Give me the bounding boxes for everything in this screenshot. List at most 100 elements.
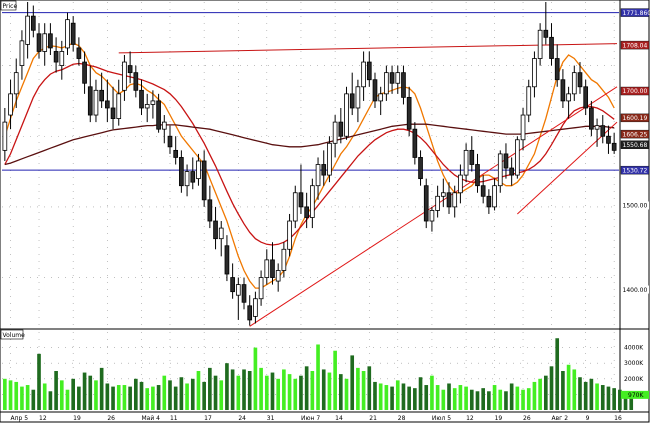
- candle-body: [537, 29, 543, 59]
- candle-body: [304, 206, 309, 218]
- candle: [532, 51, 537, 98]
- candle: [429, 206, 435, 232]
- volume-bar: [151, 386, 155, 410]
- candle-body: [48, 33, 53, 49]
- volume-bars: [3, 338, 634, 410]
- volume-axis-label: 2000K: [624, 376, 644, 383]
- volume-bar: [3, 378, 7, 410]
- candle: [440, 178, 446, 207]
- candle: [418, 150, 423, 186]
- time-tick-label: 16: [614, 415, 622, 422]
- candle-body: [42, 33, 48, 52]
- price-tag-label: 1500.00: [623, 203, 648, 210]
- candle: [87, 65, 93, 123]
- volume-bar: [190, 378, 195, 410]
- candle: [161, 115, 167, 144]
- candle: [70, 16, 76, 52]
- candle-body: [577, 72, 583, 88]
- candle: [554, 44, 560, 87]
- candle: [583, 79, 589, 116]
- candle-body: [122, 61, 127, 91]
- volume-bar: [65, 389, 70, 410]
- candle-body: [338, 121, 344, 137]
- candle: [355, 79, 361, 123]
- volume-bar: [54, 371, 58, 410]
- candle-body: [87, 86, 93, 116]
- candle-body: [218, 227, 224, 240]
- candle: [156, 93, 161, 133]
- candle-body: [440, 192, 446, 197]
- candle-body: [412, 128, 418, 158]
- moving-average-line: [4, 42, 615, 289]
- price-tag-bg: [620, 8, 650, 17]
- candle-body: [395, 72, 401, 84]
- volume-bar: [133, 378, 138, 410]
- volume-bar: [424, 385, 429, 410]
- trend-line: [249, 86, 618, 327]
- candle-body: [241, 284, 247, 303]
- volume-bar: [236, 375, 241, 410]
- candle-body: [549, 36, 554, 59]
- volume-bar: [105, 383, 110, 410]
- volume-bar: [435, 385, 440, 410]
- volume-bar: [572, 369, 577, 410]
- candle: [492, 178, 497, 211]
- candle-body: [235, 284, 241, 296]
- candle: [515, 136, 520, 179]
- candle: [378, 86, 384, 116]
- time-tick-label: 12: [466, 415, 474, 422]
- price-tag-label: 1606.25: [623, 131, 648, 138]
- volume-bar: [116, 385, 121, 410]
- candle: [167, 125, 173, 154]
- candle-body: [184, 171, 190, 187]
- candle: [344, 86, 349, 140]
- candle: [537, 23, 543, 66]
- candle-body: [509, 167, 514, 176]
- volume-bar: [618, 389, 622, 410]
- volume-bar: [128, 386, 132, 410]
- volume-bar: [88, 375, 93, 410]
- candle-body: [247, 305, 253, 321]
- candle-body: [310, 185, 315, 218]
- time-tick-label: 26: [523, 415, 531, 422]
- candle-body: [497, 153, 503, 187]
- candle: [384, 65, 389, 101]
- volume-bar: [168, 380, 172, 410]
- price-tag-label: 1400.00: [623, 287, 648, 294]
- candle: [611, 132, 617, 154]
- volume-bar: [367, 366, 372, 410]
- candle: [480, 175, 486, 204]
- volume-bar: [162, 375, 167, 410]
- price-tag-bg: [620, 40, 650, 50]
- volume-bar: [310, 371, 315, 410]
- price-tags: 1771.8600 1708.04 1700.00 1600.19 1606.25 155…: [620, 8, 650, 294]
- candle-body: [321, 164, 327, 176]
- candle-body: [344, 93, 349, 137]
- trend-line: [517, 121, 618, 215]
- time-tick-label: 31: [267, 415, 275, 422]
- volume-bar: [145, 388, 150, 410]
- candle: [423, 178, 429, 229]
- candle: [224, 235, 230, 282]
- volume-bar: [532, 381, 537, 410]
- time-tick-label: 17: [204, 415, 212, 422]
- candle: [395, 65, 401, 94]
- candle-body: [469, 149, 475, 165]
- candle: [179, 150, 184, 193]
- candle: [144, 93, 150, 123]
- volume-bar: [441, 389, 446, 410]
- candle-body: [406, 96, 412, 130]
- candle-body: [492, 185, 497, 208]
- candle: [105, 79, 110, 123]
- candle: [310, 178, 315, 229]
- candle: [230, 263, 235, 299]
- candle-body: [315, 164, 321, 187]
- candle-body: [401, 72, 406, 98]
- candle-body: [594, 125, 600, 130]
- candle-body: [275, 270, 281, 282]
- price-tag-label: 1700.00: [623, 88, 648, 95]
- candle-body: [287, 220, 292, 250]
- candle-body: [298, 192, 304, 208]
- candle: [526, 79, 532, 123]
- volume-bar: [225, 363, 229, 410]
